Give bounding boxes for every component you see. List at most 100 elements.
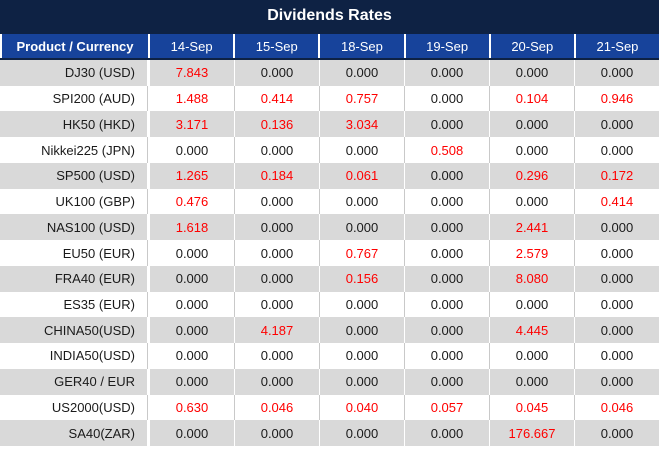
value-cell: 0.757	[319, 85, 404, 112]
value-cell: 0.000	[404, 420, 489, 447]
column-header-date: 15-Sep	[233, 34, 319, 58]
value-cell: 0.000	[148, 317, 234, 344]
table-row: SPI200 (AUD) 1.488 0.414 0.757 0.000 0.104 0.9…	[0, 85, 659, 112]
column-header-product: Product / Currency	[0, 34, 148, 58]
value-cell: 0.046	[574, 394, 659, 421]
column-header-date: 14-Sep	[148, 34, 234, 58]
product-cell: Nikkei225 (JPN)	[0, 137, 148, 163]
table-row: ES35 (EUR) 0.000 0.000 0.000 0.000 0.000 0.000	[0, 291, 659, 318]
value-cell: 0.000	[234, 240, 319, 266]
table-row: DJ30 (USD) 7.843 0.000 0.000 0.000 0.000 0.000	[0, 60, 659, 86]
value-cell: 1.618	[148, 214, 234, 241]
product-cell: NAS100 (USD)	[0, 214, 148, 241]
value-cell: 0.000	[404, 317, 489, 344]
value-cell: 0.000	[574, 291, 659, 318]
product-cell: SP500 (USD)	[0, 162, 148, 189]
value-cell: 0.172	[574, 162, 659, 189]
value-cell: 0.000	[319, 368, 404, 395]
value-cell: 2.579	[489, 240, 574, 266]
product-cell: DJ30 (USD)	[0, 60, 148, 86]
column-header-date: 21-Sep	[573, 34, 659, 58]
value-cell: 0.156	[319, 265, 404, 292]
value-cell: 3.171	[148, 111, 234, 138]
table-row: SP500 (USD) 1.265 0.184 0.061 0.000 0.296 0.17…	[0, 162, 659, 189]
value-cell: 0.000	[148, 420, 234, 447]
value-cell: 4.187	[234, 317, 319, 344]
value-cell: 0.000	[574, 368, 659, 395]
value-cell: 0.000	[574, 214, 659, 241]
value-cell: 1.488	[148, 85, 234, 112]
value-cell: 0.000	[574, 420, 659, 447]
value-cell: 0.000	[234, 214, 319, 241]
value-cell: 0.000	[404, 188, 489, 215]
value-cell: 0.000	[319, 188, 404, 215]
value-cell: 0.046	[234, 394, 319, 421]
table-title: Dividends Rates	[0, 0, 659, 32]
product-cell: FRA40 (EUR)	[0, 265, 148, 292]
value-cell: 0.296	[489, 162, 574, 189]
table-row: NAS100 (USD) 1.618 0.000 0.000 0.000 2.441 0.0…	[0, 214, 659, 241]
value-cell: 0.000	[574, 137, 659, 163]
value-cell: 0.000	[404, 343, 489, 369]
value-cell: 8.080	[489, 265, 574, 292]
value-cell: 0.000	[489, 343, 574, 369]
value-cell: 0.040	[319, 394, 404, 421]
value-cell: 0.000	[404, 265, 489, 292]
product-cell: INDIA50(USD)	[0, 343, 148, 369]
value-cell: 0.000	[148, 291, 234, 318]
value-cell: 0.000	[234, 188, 319, 215]
table-body: DJ30 (USD) 7.843 0.000 0.000 0.000 0.000 0.000…	[0, 60, 659, 447]
value-cell: 0.000	[489, 60, 574, 86]
value-cell: 0.136	[234, 111, 319, 138]
value-cell: 0.000	[489, 137, 574, 163]
column-header-date: 18-Sep	[318, 34, 404, 58]
value-cell: 0.000	[404, 240, 489, 266]
value-cell: 0.000	[574, 111, 659, 138]
value-cell: 0.000	[489, 188, 574, 215]
value-cell: 0.000	[404, 368, 489, 395]
value-cell: 0.000	[148, 137, 234, 163]
value-cell: 0.000	[574, 60, 659, 86]
value-cell: 0.767	[319, 240, 404, 266]
value-cell: 0.000	[404, 85, 489, 112]
value-cell: 7.843	[148, 60, 234, 86]
value-cell: 176.667	[489, 420, 574, 447]
product-cell: HK50 (HKD)	[0, 111, 148, 138]
value-cell: 0.000	[148, 240, 234, 266]
table-row: INDIA50(USD) 0.000 0.000 0.000 0.000 0.000 0.0…	[0, 343, 659, 369]
value-cell: 0.000	[234, 291, 319, 318]
value-cell: 0.104	[489, 85, 574, 112]
product-cell: SA40(ZAR)	[0, 420, 148, 447]
value-cell: 0.184	[234, 162, 319, 189]
value-cell: 1.265	[148, 162, 234, 189]
column-header-date: 20-Sep	[488, 34, 574, 58]
table-row: GER40 / EUR 0.000 0.000 0.000 0.000 0.000 0.00…	[0, 368, 659, 395]
value-cell: 0.000	[319, 317, 404, 344]
table-row: HK50 (HKD) 3.171 0.136 3.034 0.000 0.000 0.000	[0, 111, 659, 138]
column-header-date: 19-Sep	[403, 34, 489, 58]
value-cell: 0.000	[574, 265, 659, 292]
value-cell: 0.000	[234, 137, 319, 163]
value-cell: 0.000	[319, 137, 404, 163]
product-cell: CHINA50(USD)	[0, 317, 148, 344]
product-cell: ES35 (EUR)	[0, 291, 148, 318]
table-row: EU50 (EUR) 0.000 0.000 0.767 0.000 2.579 0.000	[0, 240, 659, 266]
value-cell: 0.000	[489, 111, 574, 138]
value-cell: 0.000	[234, 343, 319, 369]
value-cell: 0.000	[574, 240, 659, 266]
table-row: US2000(USD) 0.630 0.046 0.040 0.057 0.045 0.04…	[0, 394, 659, 421]
value-cell: 0.000	[148, 343, 234, 369]
value-cell: 0.000	[489, 368, 574, 395]
value-cell: 0.000	[234, 60, 319, 86]
value-cell: 0.045	[489, 394, 574, 421]
value-cell: 0.000	[148, 368, 234, 395]
value-cell: 0.630	[148, 394, 234, 421]
value-cell: 0.000	[234, 420, 319, 447]
product-cell: US2000(USD)	[0, 394, 148, 421]
value-cell: 2.441	[489, 214, 574, 241]
value-cell: 0.000	[148, 265, 234, 292]
table-row: FRA40 (EUR) 0.000 0.000 0.156 0.000 8.080 0.00…	[0, 265, 659, 292]
table-row: Nikkei225 (JPN) 0.000 0.000 0.000 0.508 0.000…	[0, 137, 659, 163]
table-header-row: Product / Currency 14-Sep 15-Sep 18-Sep 19-S…	[0, 32, 659, 60]
